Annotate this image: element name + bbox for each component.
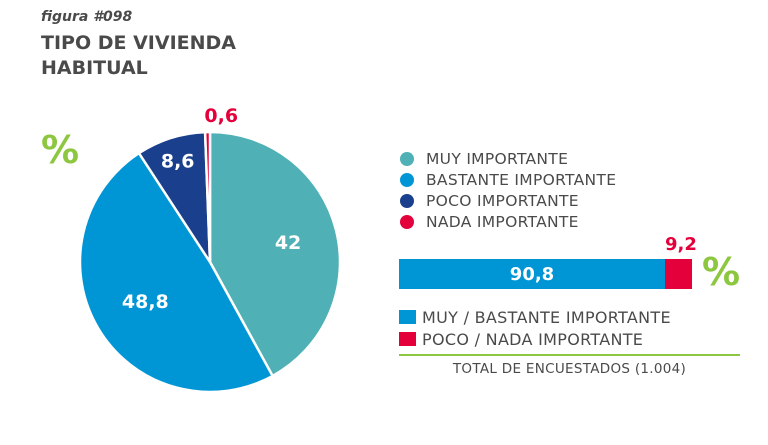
legend-dot-icon xyxy=(400,214,414,229)
legend-dot-icon xyxy=(400,193,414,208)
legend-square-icon xyxy=(399,310,416,324)
pie-slice-muy xyxy=(208,130,342,378)
pie-label-bastante: 48,8 xyxy=(122,291,169,313)
legend-item: POCO / NADA IMPORTANTE xyxy=(399,328,671,350)
legend-square-icon xyxy=(399,332,416,346)
pie-legend: MUY IMPORTANTE BASTANTE IMPORTANTE POCO … xyxy=(400,148,616,232)
legend-label: BASTANTE IMPORTANTE xyxy=(426,170,617,189)
legend-dot-icon xyxy=(400,172,414,187)
legend-item: NADA IMPORTANTE xyxy=(400,211,616,232)
legend-dot-icon xyxy=(400,151,414,166)
pie-slice-bastante xyxy=(78,151,274,394)
pie-label-poco: 8,6 xyxy=(161,150,195,172)
bar-segment-poco-nada xyxy=(665,259,692,289)
legend-label: POCO IMPORTANTE xyxy=(426,191,579,210)
bar-label-poco-nada: 9,2 xyxy=(665,234,697,255)
legend-item: MUY IMPORTANTE xyxy=(400,148,616,169)
legend-item: POCO IMPORTANTE xyxy=(400,190,616,211)
legend-label: MUY / BASTANTE IMPORTANTE xyxy=(422,307,671,327)
pie-label-nada: 0,6 xyxy=(204,105,238,127)
pie-label-muy: 42 xyxy=(275,232,301,254)
pie-chart: 42 48,8 8,6 0,6 xyxy=(78,105,342,394)
stacked-bar: 90,8 xyxy=(399,259,692,289)
bar-label-muy-bastante: 90,8 xyxy=(509,263,555,285)
divider xyxy=(399,354,740,356)
figure-number: figura #098 xyxy=(41,9,133,25)
pie-slice-nada xyxy=(203,130,212,264)
total-respondents: TOTAL DE ENCUESTADOS (1.004) xyxy=(452,361,687,377)
pie-percent-symbol: % xyxy=(41,128,80,172)
legend-label: NADA IMPORTANTE xyxy=(426,212,579,231)
chart-title: TIPO DE VIVIENDA HABITUAL xyxy=(41,32,236,79)
legend-label: MUY IMPORTANTE xyxy=(426,149,569,168)
bar-segment-muy-bastante: 90,8 xyxy=(399,259,666,289)
legend-item: MUY / BASTANTE IMPORTANTE xyxy=(399,306,671,328)
legend-item: BASTANTE IMPORTANTE xyxy=(400,169,616,190)
legend-label: POCO / NADA IMPORTANTE xyxy=(422,329,644,349)
bar-percent-symbol: % xyxy=(702,250,741,294)
bar-legend: MUY / BASTANTE IMPORTANTE POCO / NADA IM… xyxy=(399,306,671,350)
